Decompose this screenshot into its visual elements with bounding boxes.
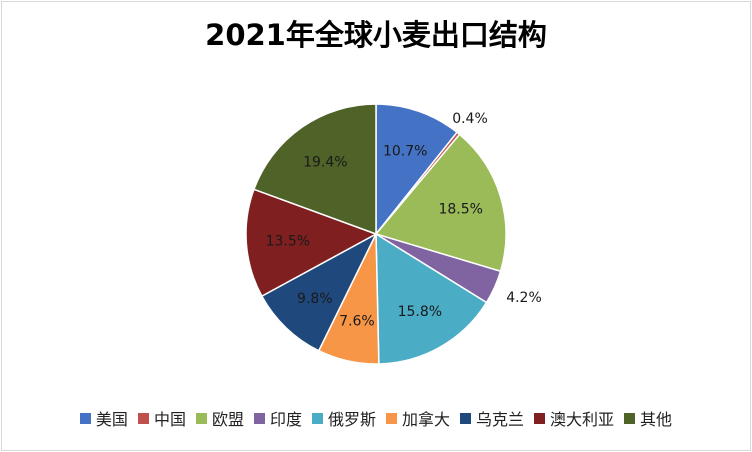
legend-label-6: 乌克兰 — [476, 410, 525, 429]
data-label-2: 18.5% — [438, 202, 482, 218]
pie-slice-7 — [245, 188, 378, 298]
chart-legend: 美国 中国 欧盟 印度 俄罗斯 加拿大 乌克兰 澳大利亚 其他 — [0, 406, 752, 430]
data-label-5: 7.6% — [339, 313, 375, 329]
legend-swatch-0 — [79, 412, 91, 424]
legend-swatch-7 — [534, 412, 546, 424]
chart-title: 2021年全球小麦出口结构 — [205, 18, 547, 52]
legend-swatch-6 — [460, 412, 472, 424]
pie-slice-6 — [260, 232, 378, 352]
legend-label-0: 美国 — [95, 410, 128, 429]
pie-slice-0 — [375, 103, 459, 237]
legend-label-2: 欧盟 — [211, 410, 244, 429]
legend-label-3: 印度 — [269, 410, 302, 429]
legend-label-1: 中国 — [153, 410, 186, 429]
legend-item-4: 俄罗斯 — [311, 406, 376, 430]
data-label-4: 15.8% — [398, 304, 442, 320]
legend-label-5: 加拿大 — [402, 410, 451, 429]
data-label-3: 4.2% — [506, 290, 542, 306]
pie-slice-2 — [374, 133, 507, 273]
legend-item-3: 印度 — [253, 406, 302, 430]
data-label-7: 13.5% — [266, 234, 310, 250]
legend-swatch-3 — [253, 412, 265, 424]
data-label-1: 0.4% — [452, 111, 488, 127]
legend-label-7: 澳大利亚 — [550, 410, 615, 429]
legend-label-4: 俄罗斯 — [327, 410, 376, 429]
legend-item-7: 澳大利亚 — [534, 406, 614, 430]
legend-item-8: 其他 — [624, 406, 672, 430]
legend-label-8: 其他 — [640, 410, 673, 429]
legend-item-2: 欧盟 — [195, 406, 244, 430]
legend-item-5: 加拿大 — [386, 406, 450, 430]
data-label-0: 10.7% — [383, 144, 427, 160]
legend-swatch-1 — [137, 412, 149, 424]
legend-item-1: 中国 — [137, 406, 186, 430]
legend-swatch-5 — [386, 412, 397, 424]
pie-slice-8 — [252, 103, 377, 236]
legend-item-0: 美国 — [79, 406, 128, 430]
data-label-8: 19.4% — [303, 155, 347, 171]
legend-item-6: 乌克兰 — [460, 406, 524, 430]
pie-slice-4 — [375, 232, 488, 365]
legend-swatch-4 — [311, 412, 323, 424]
legend-swatch-8 — [624, 412, 636, 424]
data-label-6: 9.8% — [297, 291, 333, 307]
legend-swatch-2 — [195, 412, 207, 424]
